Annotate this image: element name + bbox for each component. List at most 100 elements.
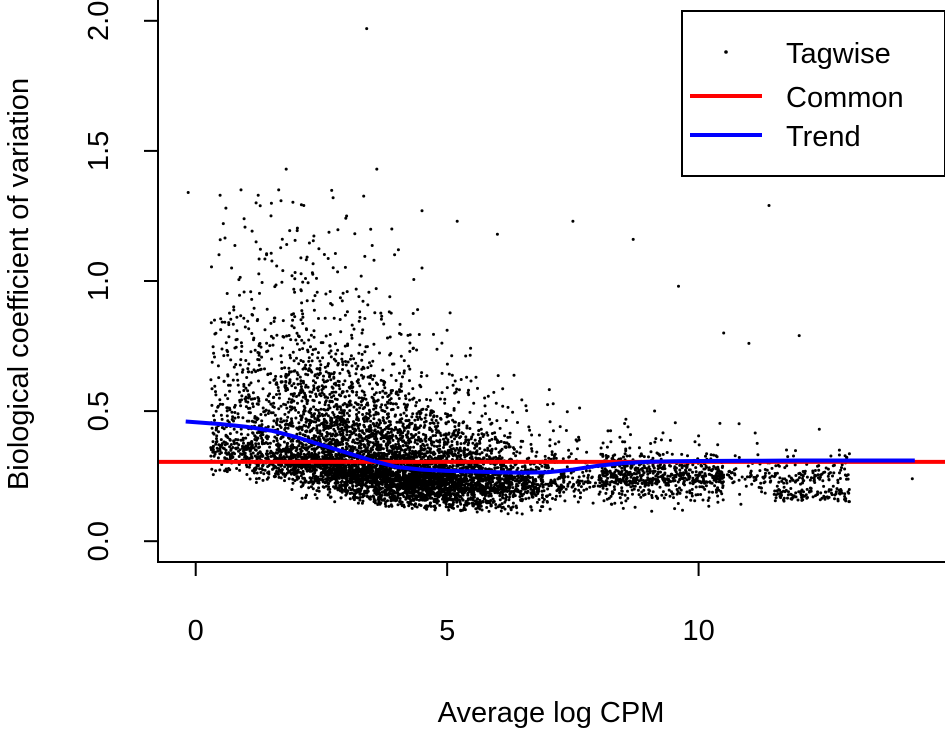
tagwise-point [228, 445, 232, 449]
tagwise-point [257, 353, 261, 357]
tagwise-point [297, 444, 301, 448]
tagwise-point [318, 368, 322, 372]
tagwise-point [679, 488, 683, 492]
tagwise-point [554, 494, 558, 498]
tagwise-point [813, 469, 817, 472]
tagwise-point [389, 389, 393, 393]
tagwise-point [478, 447, 482, 450]
tagwise-point [248, 411, 252, 415]
tagwise-point [411, 450, 415, 454]
tagwise-point [284, 372, 288, 376]
tagwise-point [714, 490, 718, 494]
tagwise-point [294, 408, 298, 412]
tagwise-point [420, 371, 424, 375]
tagwise-point [338, 430, 342, 434]
tagwise-point [221, 222, 225, 226]
tagwise-point [676, 502, 680, 505]
tagwise-point [398, 371, 401, 375]
tagwise-point [843, 492, 847, 496]
tagwise-point [639, 495, 643, 499]
tagwise-point [383, 421, 387, 425]
tagwise-point [358, 384, 362, 388]
tagwise-point [682, 464, 686, 468]
tagwise-point [500, 447, 504, 451]
tagwise-point [579, 491, 582, 495]
tagwise-point [620, 501, 623, 505]
tagwise-point [402, 369, 406, 373]
tagwise-point [713, 484, 717, 488]
tagwise-point [263, 328, 267, 332]
tagwise-point [416, 418, 420, 421]
tagwise-point [622, 455, 625, 459]
tagwise-point [268, 344, 272, 348]
tagwise-point [278, 424, 282, 428]
tagwise-point [329, 349, 333, 353]
tagwise-point [654, 437, 658, 441]
tagwise-point [727, 470, 731, 474]
tagwise-point [582, 474, 586, 478]
tagwise-point [330, 400, 334, 404]
tagwise-point [444, 412, 447, 416]
tagwise-point [341, 431, 345, 435]
tagwise-point [237, 278, 241, 282]
tagwise-point [743, 477, 747, 481]
tagwise-point [413, 423, 417, 427]
tagwise-point [485, 431, 489, 435]
tagwise-point [411, 472, 415, 476]
tagwise-point [309, 485, 313, 489]
tagwise-point [822, 484, 826, 488]
tagwise-point [394, 402, 398, 406]
tagwise-point [379, 317, 383, 321]
tagwise-point [242, 316, 246, 320]
tagwise-point [611, 454, 615, 458]
tagwise-point [257, 351, 261, 355]
tagwise-point [494, 401, 498, 405]
tagwise-point [402, 429, 406, 432]
tagwise-point [576, 447, 579, 451]
tagwise-point [620, 486, 624, 490]
tagwise-point [355, 496, 359, 500]
tagwise-point [315, 424, 319, 428]
tagwise-point [371, 377, 375, 381]
tagwise-point [257, 379, 260, 383]
tagwise-point [378, 351, 381, 355]
tagwise-point [333, 252, 337, 255]
tagwise-point [543, 454, 547, 458]
tagwise-point [767, 471, 771, 475]
tagwise-point [553, 442, 557, 446]
tagwise-point [519, 492, 523, 496]
tagwise-point [307, 486, 311, 490]
tagwise-point [411, 312, 415, 315]
tagwise-point [647, 465, 651, 469]
tagwise-point [479, 427, 483, 431]
tagwise-point [299, 414, 302, 418]
tagwise-point [564, 487, 568, 491]
tagwise-point [400, 389, 404, 393]
tagwise-point [256, 358, 260, 361]
tagwise-point [269, 201, 273, 205]
tagwise-point [299, 318, 303, 322]
tagwise-point [214, 390, 217, 394]
tagwise-point [291, 350, 295, 354]
tagwise-point [406, 333, 410, 337]
tagwise-point [467, 441, 471, 445]
tagwise-point [295, 356, 298, 360]
tagwise-point [249, 290, 253, 294]
tagwise-point [341, 383, 345, 386]
tagwise-point [451, 418, 455, 422]
tagwise-point [369, 364, 373, 368]
tagwise-point [304, 397, 308, 401]
tagwise-point [415, 348, 419, 352]
tagwise-point [709, 481, 713, 485]
tagwise-point [408, 341, 412, 345]
tagwise-point [410, 506, 414, 510]
tagwise-point [436, 424, 440, 428]
tagwise-point [210, 360, 214, 364]
tagwise-point [445, 362, 449, 366]
tagwise-point [645, 469, 649, 473]
tagwise-point [821, 479, 825, 483]
tagwise-point [773, 489, 777, 493]
tagwise-point [355, 367, 359, 371]
tagwise-point [369, 419, 373, 423]
